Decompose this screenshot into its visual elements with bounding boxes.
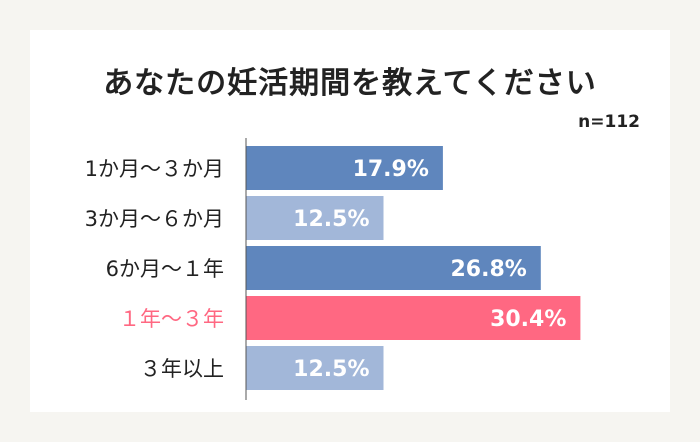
bar-2 — [246, 196, 384, 240]
category-label-1: 1か月〜３か月 — [85, 157, 224, 181]
bar-3 — [246, 246, 541, 290]
bar-value-label-3: 26.8% — [450, 257, 526, 282]
category-label-4: １年〜３年 — [119, 307, 224, 331]
bar-1 — [246, 146, 443, 190]
bar-4 — [246, 296, 581, 340]
bar-value-label-1: 17.9% — [353, 157, 429, 182]
category-label-5: ３年以上 — [140, 357, 224, 381]
bars-group: 17.9% 12.5% 26.8% 30.4% 12.5% — [246, 146, 581, 390]
category-label-3: 6か月〜１年 — [106, 257, 224, 281]
category-label-2: 3か月〜６か月 — [85, 207, 224, 231]
bar-value-label-4: 30.4% — [490, 307, 566, 332]
chart-title: あなたの妊活期間を教えてください — [103, 66, 597, 101]
sample-size-note: n=112 — [578, 112, 640, 132]
bar-value-label-5: 12.5% — [293, 357, 369, 382]
bar-5 — [246, 346, 384, 390]
category-labels-group: 1か月〜３か月 3か月〜６か月 6か月〜１年 １年〜３年 ３年以上 — [85, 157, 224, 381]
bar-value-label-2: 12.5% — [293, 207, 369, 232]
